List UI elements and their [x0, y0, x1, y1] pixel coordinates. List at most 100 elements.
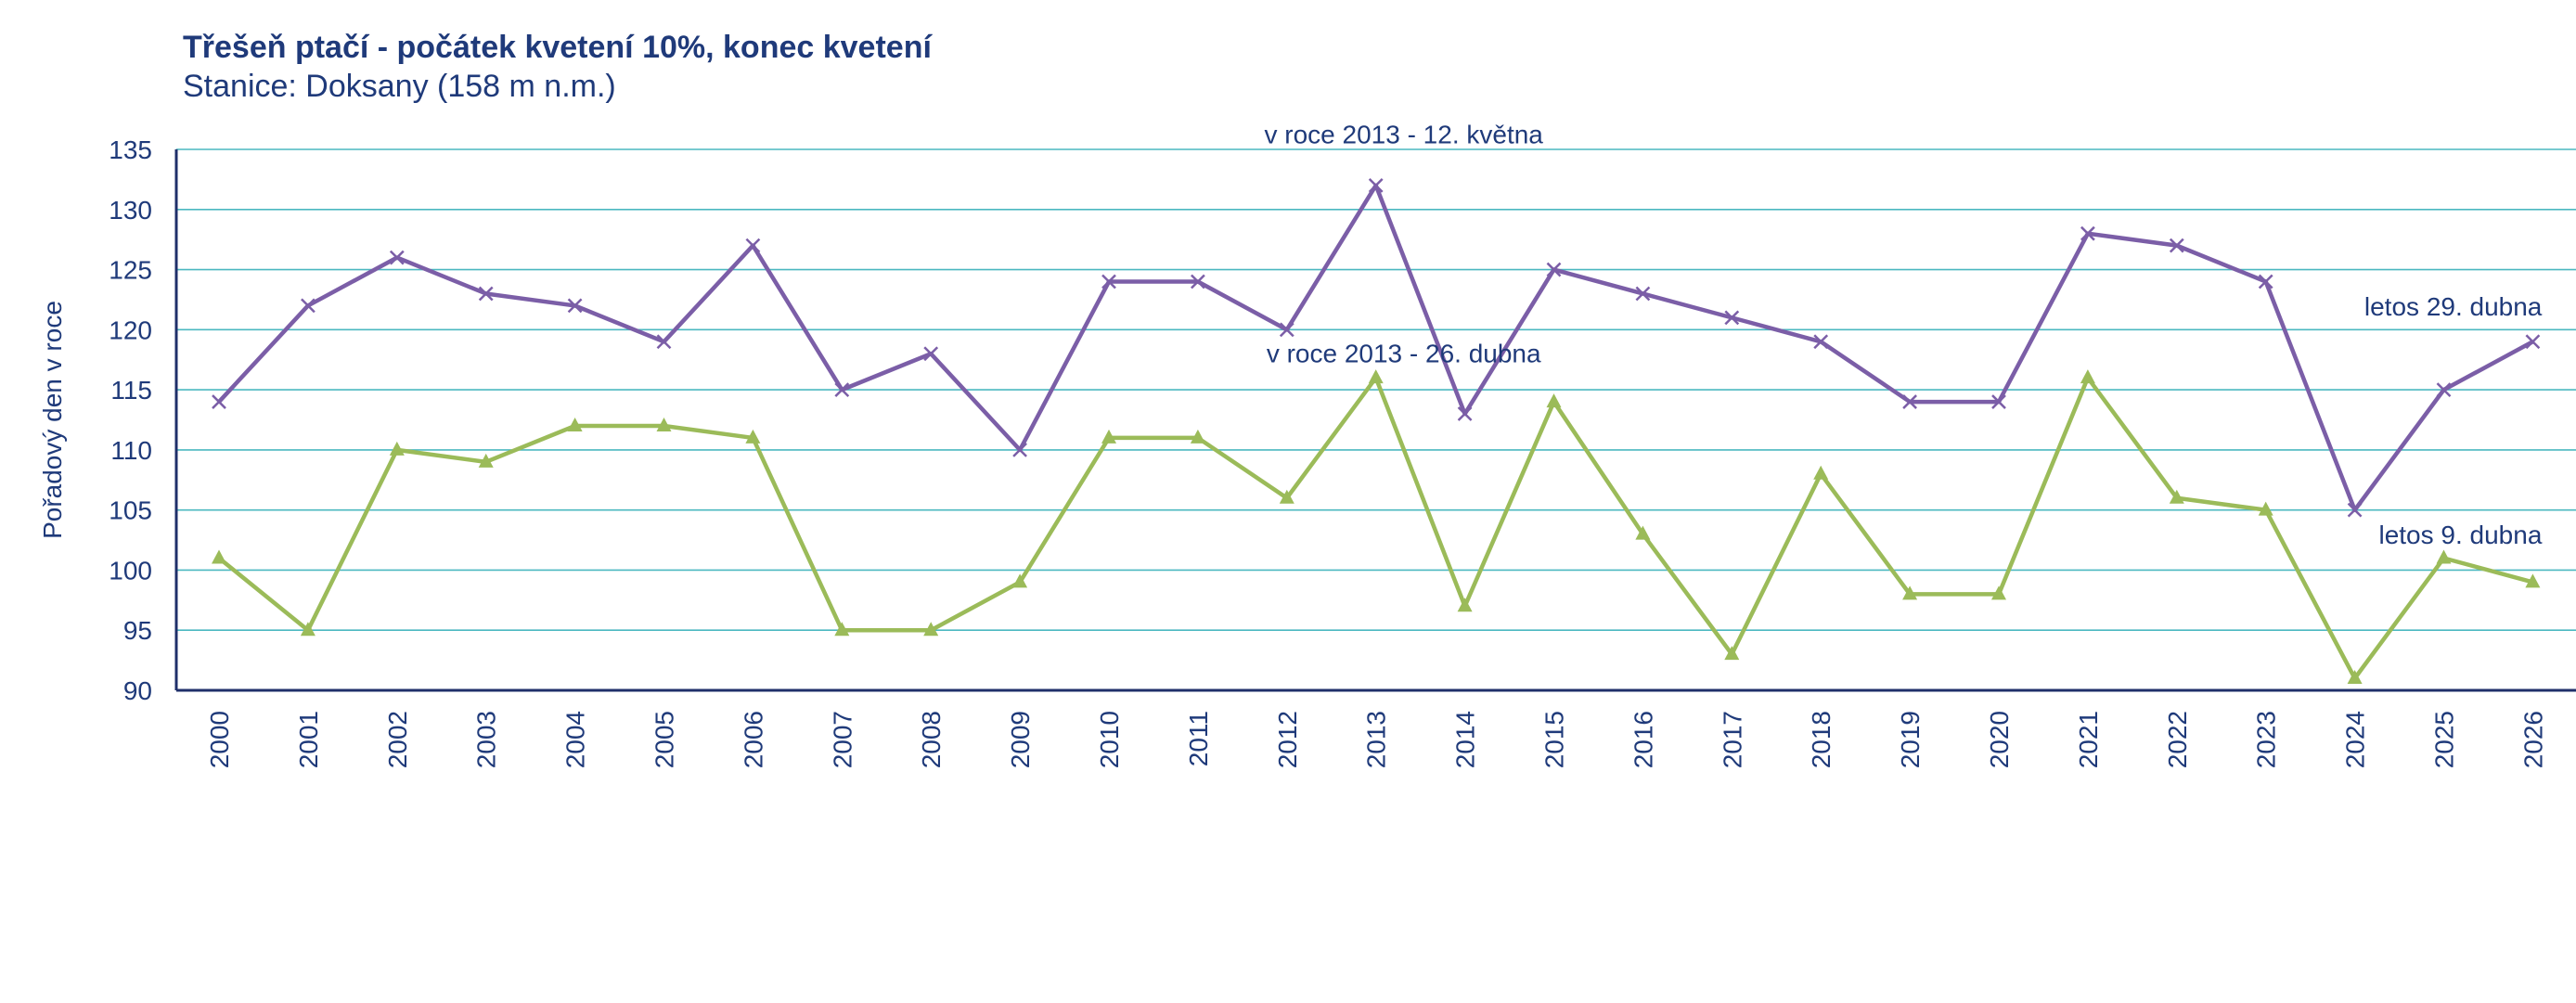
data-point-marker — [2258, 274, 2273, 289]
x-tick-label: 2001 — [294, 711, 323, 768]
x-tick-label: 2022 — [2163, 711, 2192, 768]
data-point-marker — [1546, 262, 1562, 277]
data-point-marker — [1902, 394, 1917, 409]
data-point-marker — [567, 417, 583, 431]
x-tick-label: 2017 — [1718, 711, 1746, 768]
marker-stroke — [478, 286, 494, 302]
data-point-marker — [923, 346, 939, 362]
x-tick-label: 2002 — [383, 711, 412, 768]
x-tick-label: 2004 — [561, 711, 590, 768]
data-point-marker — [1012, 573, 1028, 588]
data-point-marker — [834, 382, 850, 397]
data-point-marker — [2169, 489, 2184, 504]
annotation-label: letos 29. dubna — [2364, 292, 2543, 321]
data-point-marker — [2258, 501, 2273, 516]
x-tick-label: 2005 — [650, 711, 679, 768]
data-point-marker — [212, 549, 226, 564]
marker-stroke — [923, 346, 939, 362]
marker-stroke — [656, 334, 672, 350]
x-tick-label: 2000 — [205, 711, 234, 768]
data-point-marker — [1101, 274, 1116, 289]
data-point-marker — [1635, 286, 1651, 302]
marker-stroke — [1101, 274, 1116, 289]
data-point-marker — [567, 298, 583, 314]
data-point-marker — [656, 334, 672, 350]
marker-stroke — [745, 238, 761, 253]
data-point-marker — [1546, 393, 1562, 408]
y-tick-label: 120 — [109, 315, 152, 344]
x-tick-label: 2014 — [1451, 711, 1480, 768]
annotation-label: letos 9. dubna — [2378, 521, 2542, 549]
data-point-marker — [389, 250, 405, 265]
y-tick-label: 130 — [109, 196, 152, 225]
marker-stroke — [2347, 502, 2363, 518]
data-point-marker — [1813, 465, 1829, 480]
marker-stroke — [1191, 274, 1205, 289]
data-point-marker — [300, 622, 316, 637]
y-axis-label: Pořadový den v roce — [38, 301, 67, 539]
data-point-marker — [2080, 369, 2095, 384]
data-point-marker — [1101, 429, 1116, 444]
y-tick-label: 95 — [123, 616, 152, 645]
data-point-marker — [1368, 369, 1384, 384]
marker-stroke — [1457, 406, 1473, 421]
data-point-marker — [478, 286, 494, 302]
marker-stroke — [1902, 394, 1917, 409]
x-tick-label: 2006 — [739, 711, 767, 768]
y-tick-label: 90 — [123, 676, 152, 705]
y-tick-label: 125 — [109, 256, 152, 285]
marker-stroke — [1635, 286, 1651, 302]
marker-stroke — [389, 250, 405, 265]
x-tick-label: 2015 — [1540, 711, 1569, 768]
data-point-marker — [1012, 443, 1027, 457]
data-point-marker — [1724, 646, 1740, 661]
marker-stroke — [2525, 334, 2541, 350]
data-point-marker — [1635, 525, 1651, 540]
labels: 90 95 100 105 110 115 120 125 130 135 2000 2001 2002… — [38, 121, 2547, 769]
series — [212, 177, 2541, 685]
data-point-marker — [1991, 585, 2006, 600]
data-point-marker — [1457, 406, 1473, 421]
y-tick-label: 115 — [110, 376, 152, 405]
y-tick-label: 105 — [109, 496, 152, 525]
y-tick-label: 100 — [109, 556, 152, 585]
data-point-marker — [656, 417, 672, 431]
y-tick-label: 135 — [109, 135, 152, 164]
series-line-1 — [217, 375, 2533, 681]
data-point-marker — [478, 453, 494, 468]
gridlines — [176, 148, 2576, 632]
data-point-marker — [1279, 489, 1294, 504]
marker-stroke — [567, 298, 583, 314]
data-point-marker — [1813, 334, 1829, 350]
x-tick-label: 2007 — [828, 711, 857, 768]
data-point-marker — [1191, 274, 1205, 289]
data-point-marker — [1902, 585, 1918, 600]
data-point-marker — [2436, 549, 2452, 564]
axes — [174, 149, 2576, 692]
x-tick-label: 2010 — [1095, 711, 1124, 768]
marker-stroke — [834, 382, 850, 397]
x-tick-label: 2020 — [1985, 711, 2014, 768]
data-point-marker — [1190, 429, 1205, 444]
annotation-label: v roce 2013 - 26. dubna — [1267, 339, 1541, 367]
x-tick-label: 2012 — [1273, 711, 1302, 768]
marker-stroke — [1012, 443, 1027, 457]
marker-stroke — [212, 394, 226, 409]
marker-stroke — [301, 298, 316, 314]
data-point-marker — [745, 238, 761, 253]
data-point-marker — [2169, 238, 2184, 253]
data-point-marker — [745, 429, 761, 444]
x-tick-label: 2021 — [2074, 711, 2103, 768]
data-point-marker — [301, 298, 316, 314]
x-tick-label: 2026 — [2518, 711, 2547, 768]
data-point-marker — [1991, 394, 2006, 409]
x-tick-label: 2024 — [2341, 711, 2370, 768]
marker-stroke — [1724, 310, 1740, 326]
data-point-marker — [1457, 598, 1473, 612]
x-tick-label: 2019 — [1896, 711, 1925, 768]
marker-stroke — [1368, 177, 1384, 193]
data-point-marker — [2080, 225, 2095, 241]
x-tick-label: 2003 — [472, 711, 501, 768]
